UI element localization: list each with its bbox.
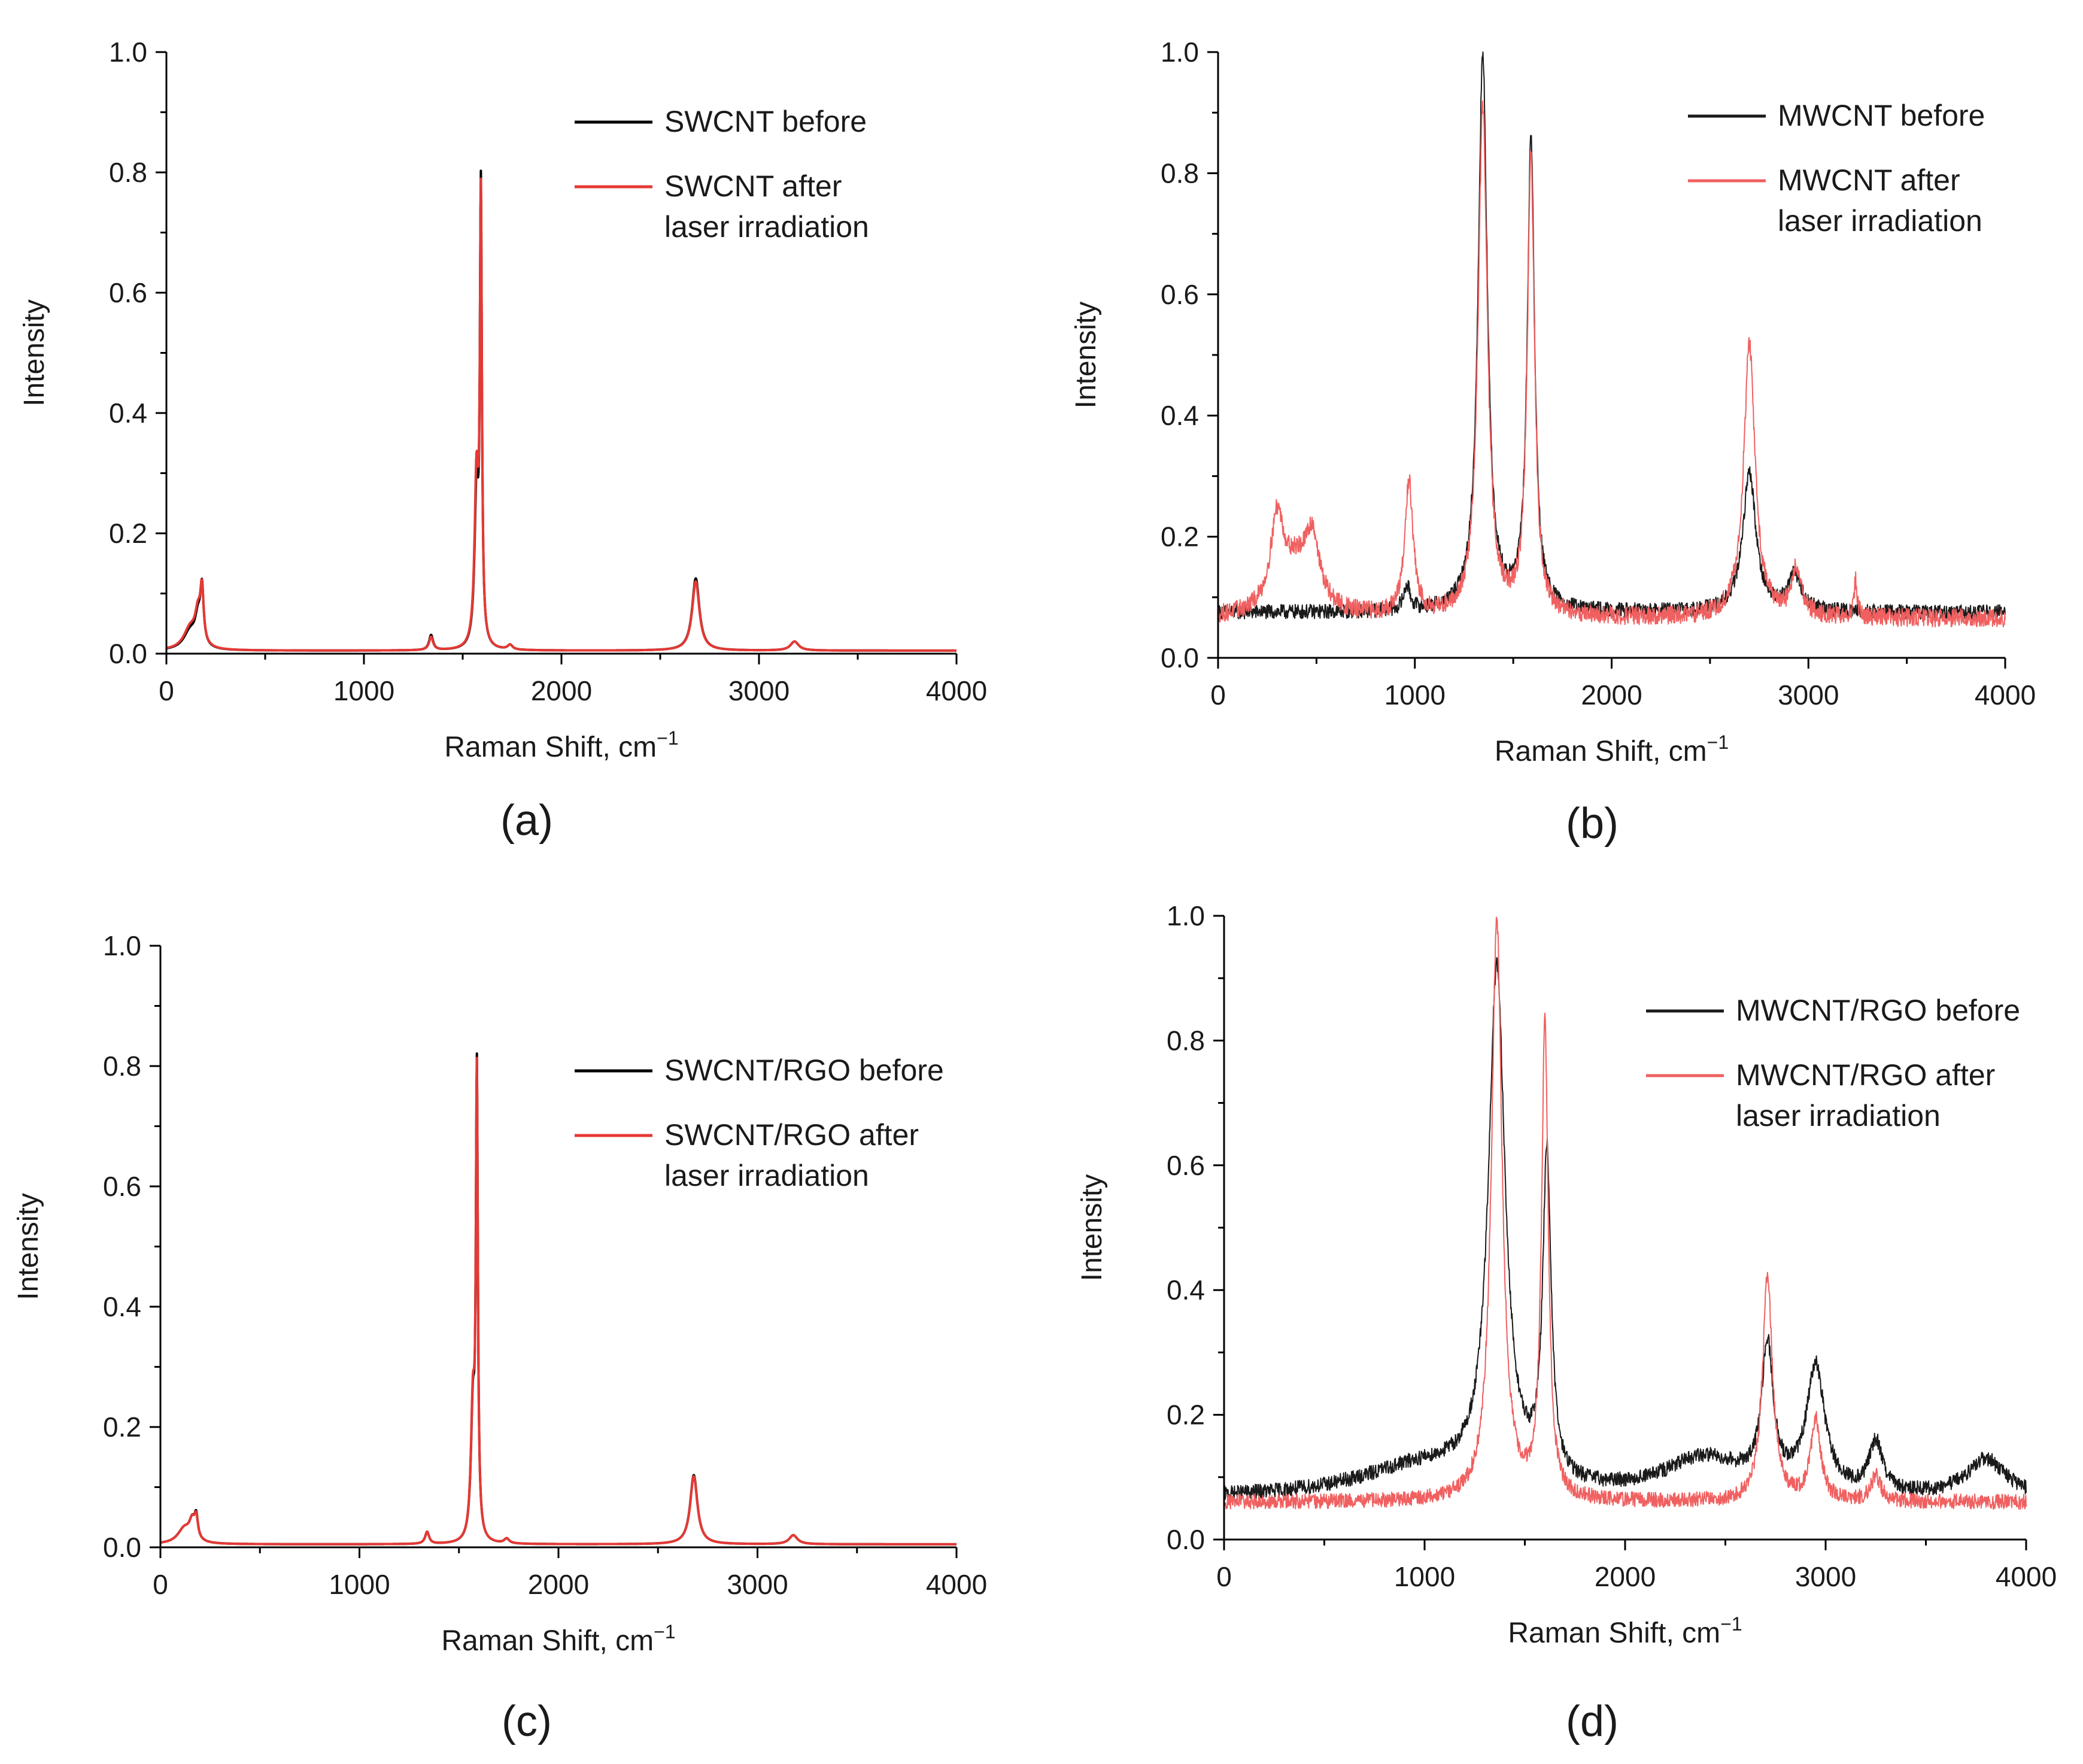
y-tick-label: 1.0 <box>109 37 147 68</box>
panel-label: (b) <box>1566 800 1619 848</box>
legend-label: laser irradiation <box>1778 204 1982 238</box>
legend-label: MWCNT after <box>1778 163 1960 197</box>
legend-label: SWCNT/RGO before <box>664 1053 944 1087</box>
y-axis-title: Intensity <box>1076 1174 1108 1282</box>
y-tick-label: 0.0 <box>103 1532 141 1563</box>
y-tick-label: 0.4 <box>1167 1274 1205 1305</box>
y-tick-label: 0.6 <box>1167 1150 1205 1181</box>
x-tick-label: 3000 <box>728 675 790 706</box>
x-tick-label: 2000 <box>1595 1561 1656 1592</box>
y-tick-label: 1.0 <box>1161 37 1199 68</box>
x-axis-title: Raman Shift, cm−1 <box>444 727 678 763</box>
y-tick-label: 0.2 <box>1161 521 1199 552</box>
y-tick-label: 0.6 <box>103 1171 141 1202</box>
y-axis-title: Intensity <box>1070 302 1102 409</box>
y-tick-label: 0.8 <box>1167 1025 1205 1056</box>
panel-label: (d) <box>1566 1698 1619 1745</box>
y-tick-label: 0.6 <box>109 277 147 308</box>
x-axis-title-superscript: −1 <box>1707 731 1729 753</box>
y-tick-label: 0.4 <box>103 1291 141 1322</box>
x-axis-title-superscript: −1 <box>657 727 678 749</box>
series-line-after <box>1223 916 2027 1510</box>
x-tick-label: 2000 <box>528 1569 589 1600</box>
y-tick-label: 1.0 <box>103 930 141 961</box>
panel-d: 0 1000 2000 3000 4000 0.0 0.2 0.4 0.6 0.8 1.0 Raman… <box>1076 900 2057 1745</box>
legend-label: SWCNT before <box>664 105 867 138</box>
y-tick-label: 0.2 <box>109 518 147 549</box>
x-tick-label: 1000 <box>333 675 394 706</box>
x-tick-label: 4000 <box>1996 1561 2057 1592</box>
panel-label: (a) <box>500 797 553 845</box>
panel-label: (c) <box>502 1698 552 1745</box>
x-tick-label: 3000 <box>727 1569 788 1600</box>
y-axis-title: Intensity <box>19 299 50 406</box>
y-tick-label: 0.2 <box>1167 1399 1205 1431</box>
y-tick-label: 0.4 <box>1161 400 1199 431</box>
series-line-before <box>1217 51 2006 620</box>
x-tick-label: 4000 <box>1975 679 2036 711</box>
x-tick-label: 0 <box>1210 679 1226 711</box>
x-tick-label: 2000 <box>1581 679 1642 711</box>
panel-c: 0 1000 2000 3000 4000 0.0 0.2 0.4 0.6 0.8 1.0 Raman… <box>13 930 987 1745</box>
y-tick-label: 0.0 <box>1161 642 1199 673</box>
y-tick-label: 0.6 <box>1161 279 1199 310</box>
x-tick-label: 0 <box>159 675 174 706</box>
y-tick-label: 0.8 <box>103 1050 141 1082</box>
y-tick-label: 0.2 <box>103 1411 141 1443</box>
x-tick-label: 0 <box>1216 1561 1232 1592</box>
legend-label: laser irradiation <box>664 210 869 244</box>
y-tick-label: 0.8 <box>1161 157 1199 189</box>
x-axis-title: Raman Shift, cm−1 <box>1508 1613 1742 1649</box>
x-tick-label: 4000 <box>926 1569 987 1600</box>
panel-b: 0 1000 2000 3000 4000 0.0 0.2 0.4 0.6 0.8 1.0 Raman… <box>1070 37 2036 848</box>
y-tick-label: 0.8 <box>109 157 147 188</box>
legend-label: MWCNT/RGO before <box>1736 994 2020 1027</box>
y-tick-label: 0.0 <box>109 638 147 669</box>
series-line-after <box>1217 100 2006 628</box>
y-tick-label: 1.0 <box>1167 900 1205 931</box>
series-line-after <box>159 1056 958 1546</box>
x-tick-label: 1000 <box>1384 679 1446 711</box>
y-axis-title: Intensity <box>13 1193 44 1300</box>
series-line-after <box>165 177 958 652</box>
x-tick-label: 3000 <box>1778 679 1839 711</box>
x-tick-label: 0 <box>153 1569 168 1600</box>
series-line-before <box>1223 957 2027 1501</box>
legend-label: laser irradiation <box>1736 1099 1941 1133</box>
x-tick-label: 4000 <box>926 675 987 706</box>
x-tick-label: 1000 <box>329 1569 390 1600</box>
x-axis-title-superscript: −1 <box>1720 1613 1742 1635</box>
x-tick-label: 2000 <box>531 675 592 706</box>
legend-label: laser irradiation <box>664 1159 869 1192</box>
y-tick-label: 0.0 <box>1167 1524 1205 1555</box>
x-axis-title: Raman Shift, cm−1 <box>441 1621 675 1657</box>
x-tick-label: 3000 <box>1795 1561 1856 1592</box>
x-tick-label: 1000 <box>1394 1561 1455 1592</box>
panel-a: 0 1000 2000 3000 4000 0.0 0.2 0.4 0.6 0.8 1.0 Raman… <box>19 37 987 845</box>
x-axis-title-superscript: −1 <box>654 1621 675 1642</box>
legend-label: MWCNT/RGO after <box>1736 1058 1995 1092</box>
y-tick-label: 0.4 <box>109 397 147 429</box>
legend-label: MWCNT before <box>1778 99 1985 132</box>
x-axis-title: Raman Shift, cm−1 <box>1495 731 1729 767</box>
legend-label: SWCNT after <box>664 169 842 203</box>
legend-label: SWCNT/RGO after <box>664 1118 919 1152</box>
